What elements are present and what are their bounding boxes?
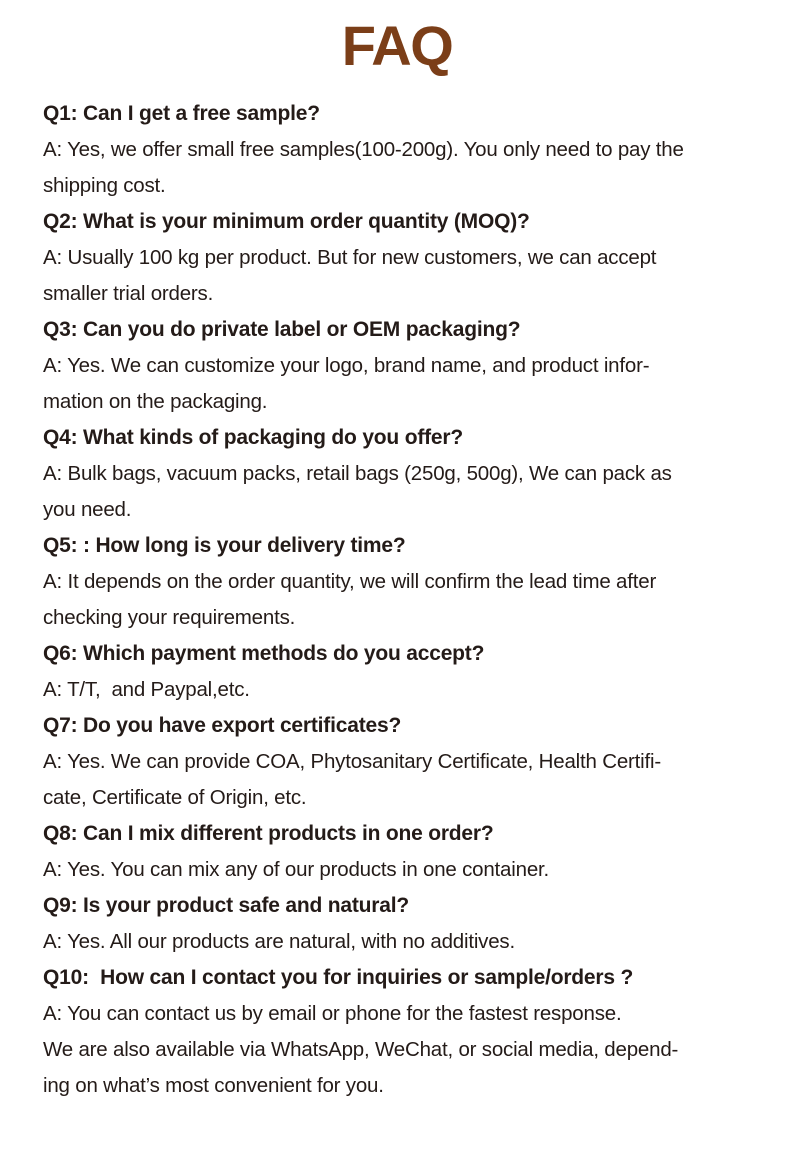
faq-answer: A: Usually 100 kg per product. But for n…: [43, 246, 657, 305]
faq-answer: A: You can contact us by email or phone …: [43, 1002, 679, 1097]
faq-item: Q9: Is your product safe and natural? A:…: [43, 888, 751, 960]
faq-question: Q3: Can you do private label or OEM pack…: [43, 318, 521, 341]
faq-question: Q10: How can I contact you for inquiries…: [43, 966, 634, 989]
faq-answer: A: Bulk bags, vacuum packs, retail bags …: [43, 462, 672, 521]
faq-item: Q7: Do you have export certificates? A: …: [43, 708, 751, 816]
faq-answer: A: Yes. We can customize your logo, bran…: [43, 354, 650, 413]
faq-item: Q8: Can I mix different products in one …: [43, 816, 751, 888]
faq-item: Q5: : How long is your delivery time? A:…: [43, 528, 751, 636]
faq-question: Q6: Which payment methods do you accept?: [43, 642, 485, 665]
faq-item: Q4: What kinds of packaging do you offer…: [43, 420, 751, 528]
faq-answer: A: It depends on the order quantity, we …: [43, 570, 657, 629]
faq-question: Q2: What is your minimum order quantity …: [43, 210, 530, 233]
faq-answer: A: Yes. You can mix any of our products …: [43, 858, 550, 881]
faq-question: Q9: Is your product safe and natural?: [43, 894, 409, 917]
faq-answer: A: Yes. All our products are natural, wi…: [43, 930, 515, 953]
faq-question: Q4: What kinds of packaging do you offer…: [43, 426, 463, 449]
faq-answer: A: T/T, and Paypal,etc.: [43, 678, 250, 701]
faq-item: Q10: How can I contact you for inquiries…: [43, 960, 751, 1104]
faq-question: Q1: Can I get a free sample?: [43, 102, 320, 125]
faq-item: Q1: Can I get a free sample? A: Yes, we …: [43, 96, 751, 204]
faq-item: Q2: What is your minimum order quantity …: [43, 204, 751, 312]
faq-question: Q5: : How long is your delivery time?: [43, 534, 406, 557]
faq-question: Q7: Do you have export certificates?: [43, 714, 402, 737]
faq-question: Q8: Can I mix different products in one …: [43, 822, 494, 845]
faq-item: Q6: Which payment methods do you accept?…: [43, 636, 751, 708]
faq-answer: A: Yes. We can provide COA, Phytosanitar…: [43, 750, 661, 809]
faq-item: Q3: Can you do private label or OEM pack…: [43, 312, 751, 420]
faq-answer: A: Yes, we offer small free samples(100-…: [43, 138, 684, 197]
faq-list: Q1: Can I get a free sample? A: Yes, we …: [43, 96, 751, 1104]
page-title: FAQ: [341, 14, 454, 77]
